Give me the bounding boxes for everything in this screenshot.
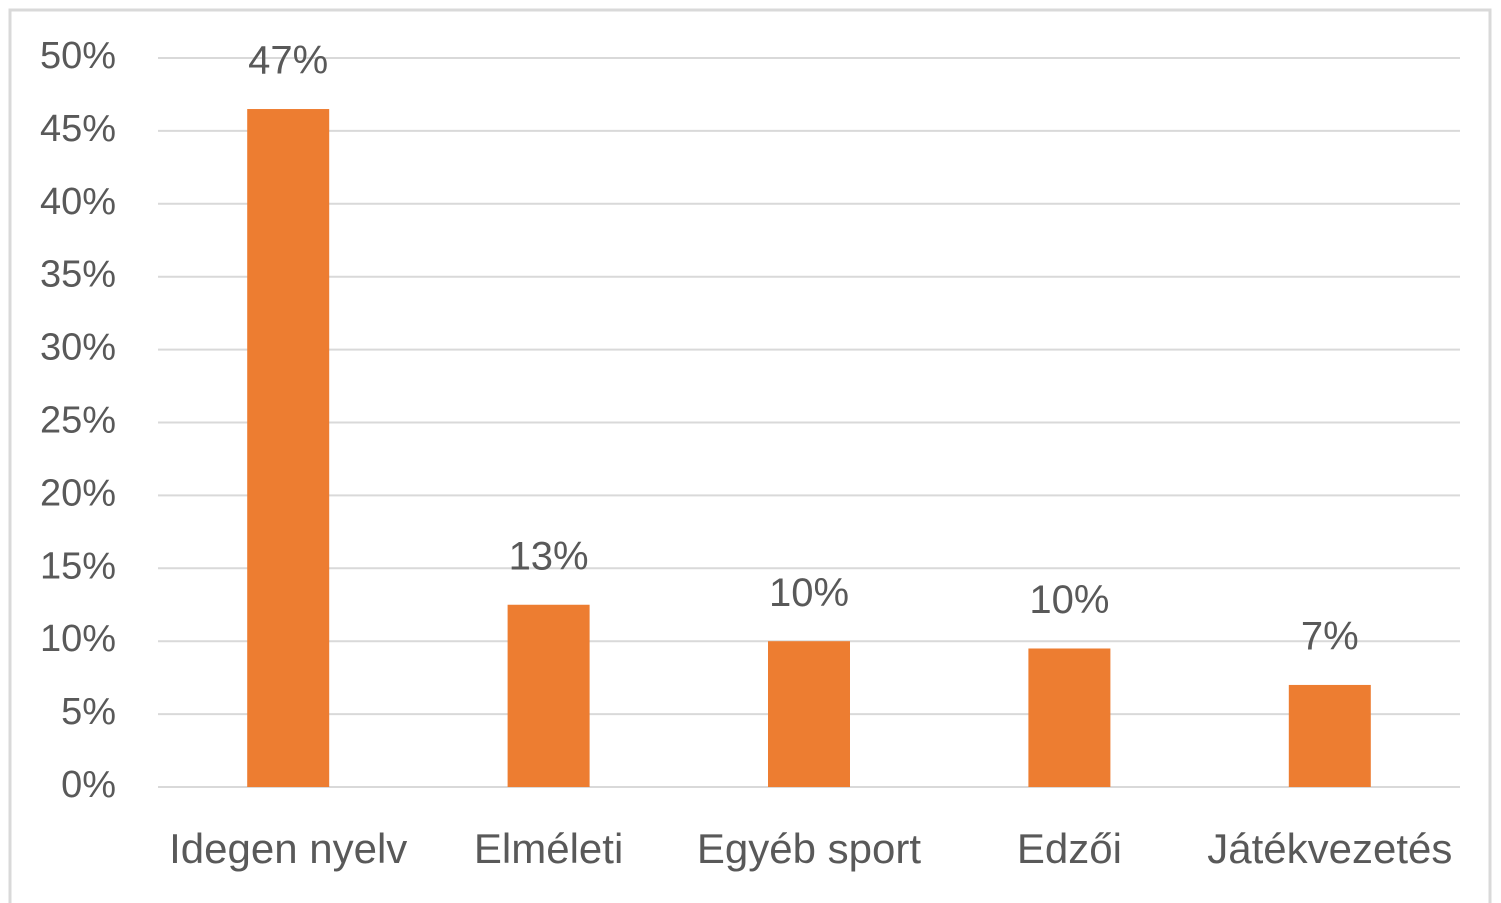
data-label: 10% bbox=[769, 571, 849, 615]
x-tick-label: Játékvezetés bbox=[1207, 825, 1452, 872]
x-tick-label: Elméleti bbox=[474, 825, 623, 872]
y-tick-label: 35% bbox=[40, 254, 116, 296]
y-tick-label: 50% bbox=[40, 35, 116, 77]
bar bbox=[1028, 648, 1111, 787]
x-tick-label: Edzői bbox=[1017, 825, 1122, 872]
y-tick-label: 30% bbox=[40, 327, 116, 369]
bar bbox=[507, 604, 590, 787]
y-tick-label: 40% bbox=[40, 181, 116, 223]
bar bbox=[1288, 684, 1371, 787]
bar bbox=[247, 109, 330, 787]
x-tick-label: Egyéb sport bbox=[697, 825, 921, 872]
y-tick-label: 25% bbox=[40, 400, 116, 442]
data-label: 13% bbox=[509, 534, 589, 578]
y-tick-label: 10% bbox=[40, 618, 116, 660]
data-label: 47% bbox=[248, 39, 328, 83]
data-label: 10% bbox=[1029, 578, 1109, 622]
data-label: 7% bbox=[1301, 615, 1359, 659]
y-tick-label: 45% bbox=[40, 108, 116, 150]
y-tick-label: 0% bbox=[61, 764, 116, 806]
y-tick-label: 15% bbox=[40, 545, 116, 587]
y-tick-label: 5% bbox=[61, 691, 116, 733]
chart-frame bbox=[8, 8, 1492, 903]
x-tick-label: Idegen nyelv bbox=[169, 825, 407, 872]
bar bbox=[768, 641, 850, 787]
y-tick-label: 20% bbox=[40, 472, 116, 514]
